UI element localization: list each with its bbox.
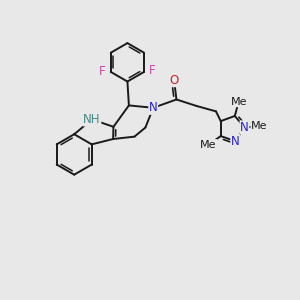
Text: Me: Me <box>200 140 217 150</box>
Text: F: F <box>99 65 106 78</box>
Text: N: N <box>240 121 249 134</box>
Text: Me: Me <box>251 121 268 131</box>
Text: Me: Me <box>230 97 247 106</box>
Text: N: N <box>149 101 158 114</box>
Text: O: O <box>169 74 179 87</box>
Text: NH: NH <box>83 113 101 126</box>
Text: N: N <box>231 135 240 148</box>
Text: F: F <box>149 64 156 77</box>
